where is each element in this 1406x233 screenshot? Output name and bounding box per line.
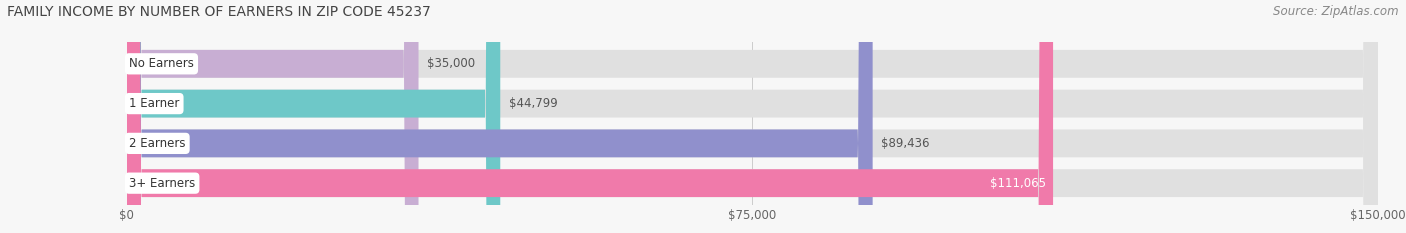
Text: Source: ZipAtlas.com: Source: ZipAtlas.com [1274,5,1399,18]
Text: $111,065: $111,065 [990,177,1046,190]
Text: 3+ Earners: 3+ Earners [129,177,195,190]
Text: $35,000: $35,000 [427,57,475,70]
FancyBboxPatch shape [127,0,501,233]
FancyBboxPatch shape [127,0,1378,233]
Text: No Earners: No Earners [129,57,194,70]
FancyBboxPatch shape [127,0,1378,233]
FancyBboxPatch shape [127,0,873,233]
FancyBboxPatch shape [127,0,1378,233]
Text: FAMILY INCOME BY NUMBER OF EARNERS IN ZIP CODE 45237: FAMILY INCOME BY NUMBER OF EARNERS IN ZI… [7,5,430,19]
FancyBboxPatch shape [127,0,419,233]
Text: 1 Earner: 1 Earner [129,97,180,110]
Text: $89,436: $89,436 [882,137,929,150]
Text: $44,799: $44,799 [509,97,558,110]
FancyBboxPatch shape [127,0,1053,233]
FancyBboxPatch shape [127,0,1378,233]
Text: 2 Earners: 2 Earners [129,137,186,150]
